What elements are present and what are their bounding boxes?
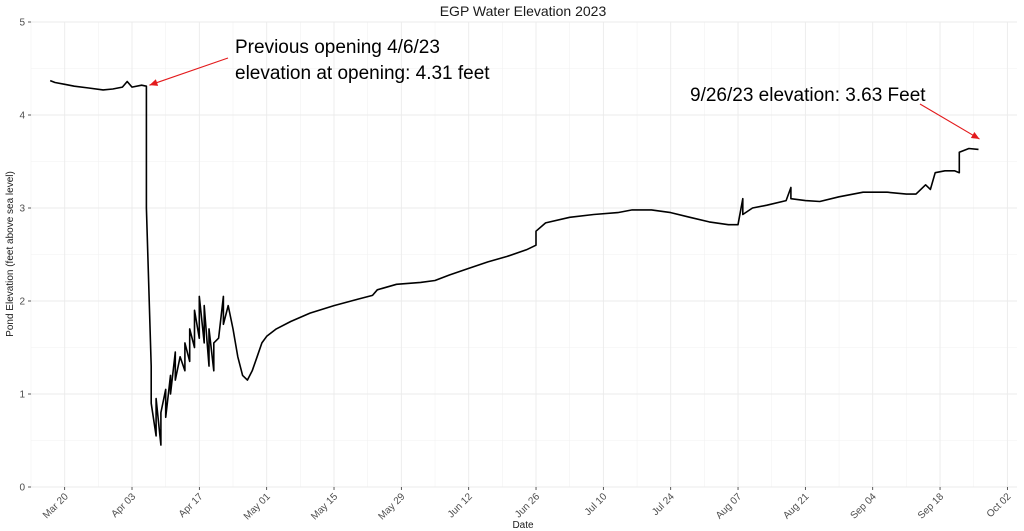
y-tick-label: 1 bbox=[19, 390, 25, 401]
chart-title: EGP Water Elevation 2023 bbox=[440, 3, 607, 19]
x-tick-label: Jun 26 bbox=[513, 491, 542, 520]
x-tick-label: May 15 bbox=[309, 491, 340, 522]
annotation-opening-line2: elevation at opening: 4.31 feet bbox=[235, 63, 490, 84]
x-tick-label: Aug 07 bbox=[714, 491, 744, 521]
x-axis-title: Date bbox=[512, 520, 534, 531]
x-tick-label: Aug 21 bbox=[781, 491, 811, 521]
annotation-current-line1: 9/26/23 elevation: 3.63 Feet bbox=[690, 85, 926, 106]
y-axis-ticks: 0 1 2 3 4 5 bbox=[19, 18, 31, 494]
y-tick-label: 2 bbox=[19, 297, 25, 308]
x-tick-label: Apr 17 bbox=[177, 491, 206, 520]
x-tick-label: Jun 12 bbox=[446, 491, 475, 520]
series-layer bbox=[49, 79, 979, 446]
annotation-arrow-head bbox=[970, 131, 980, 140]
annotation-arrow-line bbox=[149, 57, 229, 86]
grid-minor bbox=[30, 22, 1017, 487]
x-tick-label: Jul 24 bbox=[650, 491, 677, 518]
y-axis-title: Pond Elevation (feet above sea level) bbox=[5, 171, 16, 337]
x-tick-label: Apr 03 bbox=[110, 491, 139, 520]
x-tick-label: May 01 bbox=[242, 491, 273, 522]
y-tick-label: 0 bbox=[19, 483, 25, 494]
x-tick-label: Sep 18 bbox=[916, 491, 946, 521]
x-axis-ticks: Mar 20 Apr 03 Apr 17 May 01 May 15 May 29 Jun … bbox=[41, 487, 1014, 522]
x-tick-label: Jul 10 bbox=[583, 491, 610, 518]
grid-major bbox=[31, 21, 1017, 488]
x-tick-label: May 29 bbox=[377, 491, 408, 522]
x-tick-label: Sep 04 bbox=[849, 491, 879, 521]
y-tick-label: 3 bbox=[19, 204, 25, 215]
annotations-layer bbox=[149, 57, 980, 140]
series-line-0 bbox=[49, 79, 979, 446]
x-tick-label: Mar 20 bbox=[41, 491, 71, 521]
x-tick-label: Oct 02 bbox=[985, 491, 1014, 520]
y-tick-label: 4 bbox=[19, 111, 25, 122]
annotation-opening-line1: Previous opening 4/6/23 bbox=[235, 37, 440, 58]
annotation-arrow-head bbox=[149, 79, 159, 86]
annotation-arrow-line bbox=[919, 103, 980, 140]
y-tick-label: 5 bbox=[19, 18, 25, 29]
